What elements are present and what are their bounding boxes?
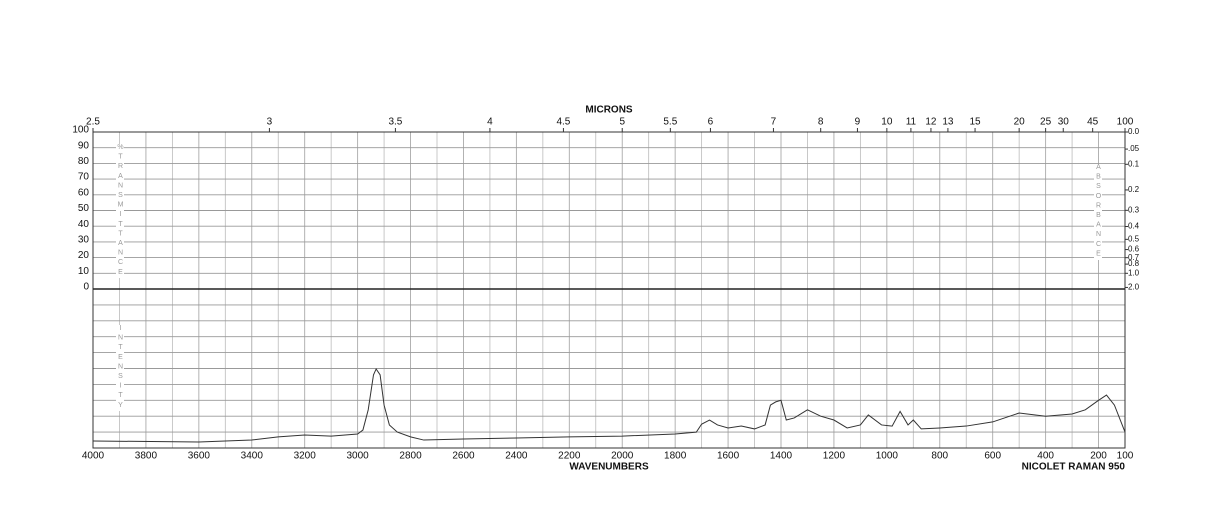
instrument-note: NICOLET RAMAN 950 [1022, 462, 1126, 473]
top-axis-title: MICRONS [585, 105, 633, 116]
x-tick-label: 3800 [135, 451, 158, 462]
top-tick-label: 2.5 [86, 117, 100, 128]
x-tick-label: 3000 [346, 451, 369, 462]
top-tick-label: 4.5 [556, 117, 570, 128]
top-tick-label: 8 [818, 117, 824, 128]
top-tick-label: 3.5 [388, 117, 402, 128]
x-tick-label: 400 [1037, 451, 1054, 462]
x-tick-label: 2200 [558, 451, 581, 462]
y-tick-label: 80 [78, 156, 90, 167]
y2-tick-label: 0.8 [1128, 259, 1140, 268]
x-tick-label: 1600 [717, 451, 740, 462]
x-tick-label: 200 [1090, 451, 1107, 462]
y2-tick-label: 1.0 [1128, 268, 1140, 277]
x-tick-label: 1000 [876, 451, 899, 462]
y2-tick-label: 0.2 [1128, 185, 1140, 194]
top-tick-label: 4 [487, 117, 493, 128]
x-tick-label: 800 [931, 451, 948, 462]
top-tick-label: 5.5 [663, 117, 677, 128]
intensity-title: INTENSITY [116, 325, 124, 412]
y2-tick-label: 0.1 [1128, 159, 1140, 168]
x-tick-label: 1200 [823, 451, 846, 462]
top-tick-label: 13 [942, 117, 954, 128]
x-tick-label: 2800 [399, 451, 422, 462]
y-axis-title: %TRANSMITTANCE [116, 144, 124, 279]
y2-tick-label: 0.6 [1128, 245, 1140, 254]
y2-tick-label: 0.0 [1128, 127, 1140, 136]
top-tick-label: 30 [1058, 117, 1070, 128]
x-tick-label: 2400 [505, 451, 528, 462]
y-tick-label: 10 [78, 266, 90, 277]
top-tick-label: 12 [925, 117, 937, 128]
y-tick-label: 60 [78, 187, 90, 198]
y2-tick-label: .05 [1128, 144, 1140, 153]
top-tick-label: 9 [855, 117, 861, 128]
x-tick-label: 3600 [188, 451, 211, 462]
x-tick-label: 3200 [294, 451, 317, 462]
y-tick-label: 30 [78, 235, 90, 246]
x-tick-label: 2000 [611, 451, 634, 462]
y2-tick-label: 0.7 [1128, 253, 1140, 262]
top-tick-label: 100 [1117, 117, 1134, 128]
top-tick-label: 5 [619, 117, 625, 128]
top-tick-label: 45 [1087, 117, 1099, 128]
y2-tick-label: 0.4 [1128, 222, 1140, 231]
y2-axis-title: ABSORBANCE [1094, 164, 1102, 260]
y-tick-label: 70 [78, 172, 90, 183]
y2-tick-label: 0.5 [1128, 234, 1140, 243]
x-tick-label: 100 [1117, 451, 1134, 462]
y-tick-label: 100 [72, 125, 89, 136]
y2-tick-label: 0.3 [1128, 205, 1140, 214]
y-tick-label: 40 [78, 219, 90, 230]
top-tick-label: 7 [771, 117, 777, 128]
plot-frame [92, 131, 1126, 449]
x-tick-label: 3400 [241, 451, 264, 462]
top-tick-label: 10 [881, 117, 893, 128]
x-tick-label: 2600 [452, 451, 475, 462]
top-tick-label: 3 [267, 117, 273, 128]
top-tick-label: 11 [906, 117, 917, 128]
top-tick-label: 15 [969, 117, 981, 128]
x-tick-label: 1800 [664, 451, 687, 462]
y2-tick-label: 2.0 [1128, 283, 1140, 292]
spectrum-line [92, 367, 1126, 443]
x-tick-label: 600 [984, 451, 1001, 462]
y-tick-label: 0 [83, 282, 89, 293]
x-tick-label: 1400 [770, 451, 793, 462]
x-axis-title: WAVENUMBERS [569, 462, 649, 473]
top-tick-label: 20 [1014, 117, 1026, 128]
y-tick-label: 20 [78, 250, 90, 261]
top-tick-label: 25 [1040, 117, 1052, 128]
y-tick-label: 50 [78, 203, 90, 214]
x-tick-label: 4000 [82, 451, 105, 462]
top-tick-label: 6 [708, 117, 714, 128]
y-tick-label: 90 [78, 140, 90, 151]
